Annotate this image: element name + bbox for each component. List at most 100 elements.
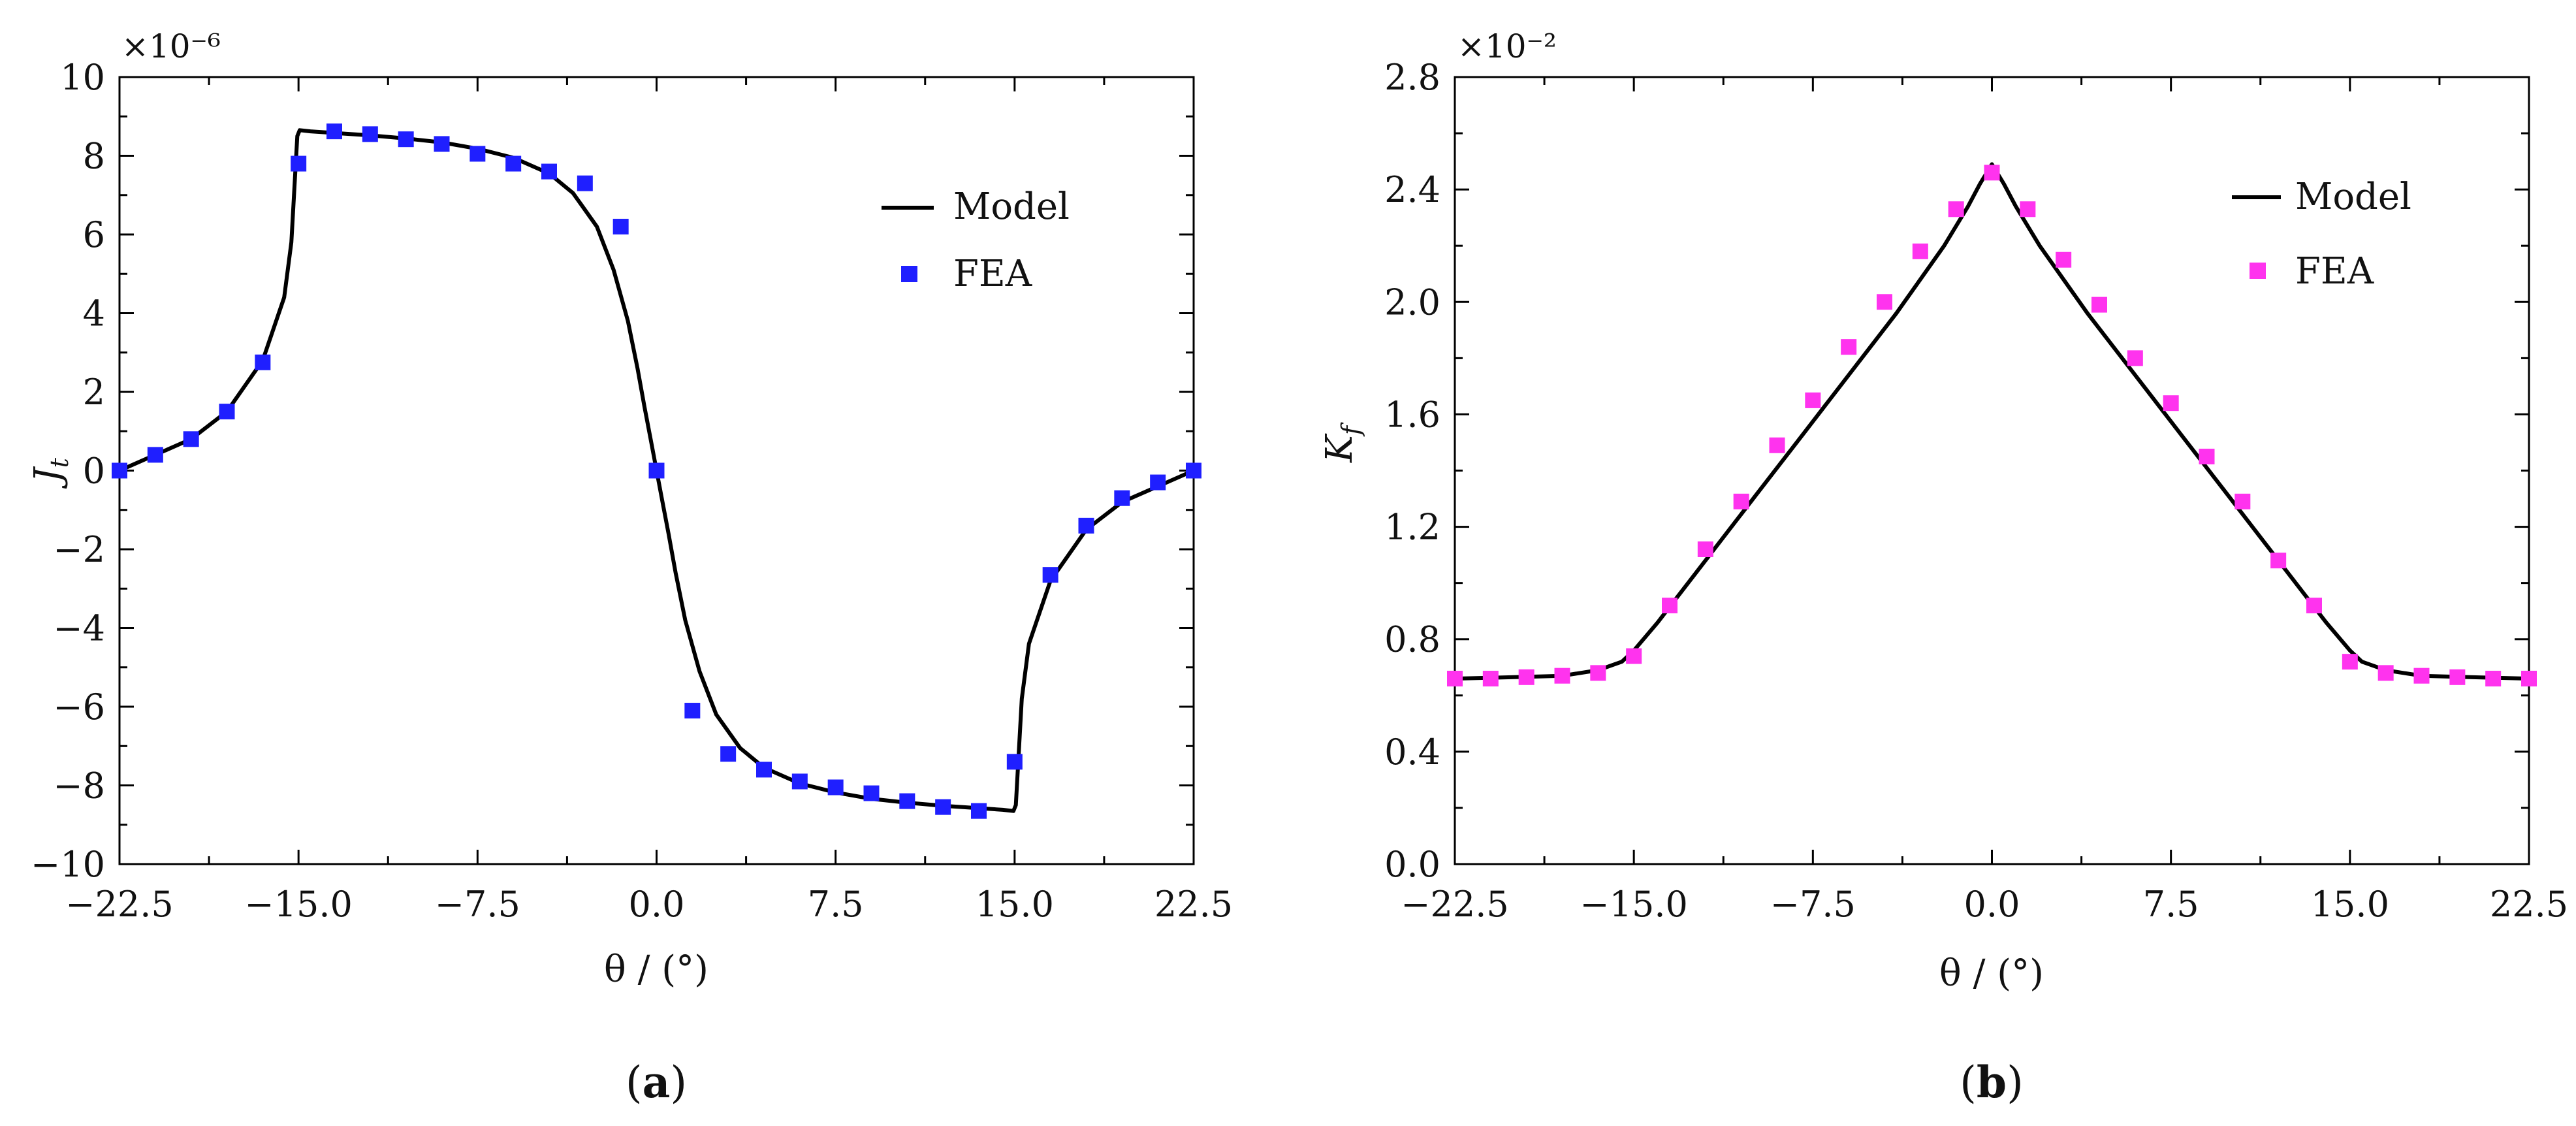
fea-point: [827, 779, 844, 796]
y-tick-label: 1.6: [1384, 394, 1440, 435]
fea-point: [2163, 395, 2179, 411]
panel-label-a: (a): [626, 1057, 687, 1108]
model-line: [1454, 162, 2530, 681]
fea-point: [362, 126, 378, 142]
fea-point: [2020, 201, 2036, 217]
y-tick-label: 0.0: [1384, 844, 1440, 885]
fea-point: [2199, 448, 2215, 464]
legend-b: Model FEA: [2232, 176, 2411, 293]
y-tick-label: 2: [83, 372, 105, 413]
fea-point: [1186, 462, 1201, 479]
x-axis-title-a: θ / (°): [604, 948, 708, 991]
legend-fea-label-a: FEA: [953, 253, 1032, 295]
y-tick-label: 4: [83, 293, 105, 334]
x-tick-label: 22.5: [2490, 884, 2568, 925]
x-tick-label: −22.5: [1401, 884, 1508, 925]
y-axis-title-sub-a: t: [45, 457, 74, 468]
x-tick-label: 0.0: [1964, 884, 2020, 925]
y-tick-labels-b: 0.0 0.4 0.8 1.2 1.6 2.0 2.4 2.8: [1384, 57, 1440, 885]
fea-point: [1150, 474, 1166, 491]
fea-point: [720, 746, 737, 762]
fea-point: [1697, 541, 1713, 557]
y-multiplier-a: ×10⁻⁶: [121, 27, 221, 65]
fea-point: [2056, 251, 2072, 268]
fea-point: [612, 218, 629, 234]
fea-point: [1626, 648, 1642, 664]
fea-point: [2485, 670, 2502, 686]
fea-point: [2127, 350, 2143, 366]
y-axis-title-sub-b: f: [1337, 422, 1365, 437]
fea-point: [935, 799, 951, 815]
fea-point: [1114, 490, 1130, 506]
y-tick-label: −4: [53, 608, 105, 649]
panel-label-b-letter: b: [1977, 1057, 2007, 1108]
fea-point: [2270, 553, 2287, 569]
x-axis-title-b: θ / (°): [1939, 952, 2044, 995]
y-tick-label: 8: [83, 136, 105, 177]
fea-point: [756, 762, 772, 778]
fea-point: [1006, 754, 1023, 770]
series-points-b: [1447, 165, 2537, 686]
fea-point: [1078, 517, 1094, 534]
y-tick-label: −10: [31, 844, 105, 885]
y-tick-label: 2.4: [1384, 169, 1440, 210]
y-tick-label: 10: [60, 57, 105, 98]
legend-fea-label-b: FEA: [2295, 250, 2374, 293]
fea-point: [2234, 493, 2251, 509]
y-tick-label: 0: [83, 451, 105, 492]
x-tick-label: −15.0: [244, 884, 352, 925]
fea-point: [899, 793, 915, 809]
fea-point: [1805, 392, 1821, 408]
y-axis-title-a: Jt: [27, 457, 74, 489]
fea-point: [1948, 201, 1964, 217]
y-tick-label: −2: [53, 529, 105, 570]
fea-point: [183, 431, 199, 447]
y-tick-label: 1.2: [1384, 507, 1440, 548]
fea-point: [1984, 165, 2000, 181]
fea-point: [1769, 437, 1785, 453]
fea-point: [2449, 669, 2466, 685]
fea-point: [505, 155, 522, 172]
y-tick-label: 2.0: [1384, 282, 1440, 323]
fea-point: [2306, 598, 2322, 614]
axis-ticks-a: [118, 76, 1195, 865]
y-multiplier-b: ×10⁻²: [1457, 27, 1557, 65]
y-axis-title-main-a: J: [27, 466, 69, 489]
panel-label-a-letter: a: [643, 1057, 671, 1108]
x-tick-label: 22.5: [1154, 884, 1233, 925]
x-tick-label: 7.5: [2143, 884, 2199, 925]
fea-point: [1042, 567, 1058, 583]
panel-b: −22.5 −15.0 −7.5 0.0 7.5 15.0 22.5 0.0 0.4 0.8 1.…: [1318, 27, 2568, 1108]
fea-point: [398, 131, 414, 148]
x-tick-label: 0.0: [629, 884, 685, 925]
fea-point: [2521, 670, 2537, 686]
fea-point: [577, 175, 593, 191]
fea-point: [791, 773, 808, 790]
fea-point: [1518, 669, 1534, 685]
fea-point: [1662, 598, 1678, 614]
fea-point: [469, 146, 486, 162]
fea-point: [1554, 668, 1570, 684]
legend-model-label-a: Model: [953, 185, 1070, 228]
x-tick-label: −7.5: [435, 884, 520, 925]
y-tick-labels-a: −10 −8 −6 −4 −2 0 2 4 6 8 10: [31, 57, 105, 885]
fea-point: [648, 462, 665, 479]
fea-point: [2091, 297, 2107, 313]
legend-model-label-b: Model: [2295, 176, 2411, 218]
series-points-a: [112, 123, 1201, 819]
y-axis-title-b: Kf: [1318, 422, 1365, 463]
fea-point: [434, 136, 450, 152]
fea-point: [291, 155, 307, 172]
panel-label-b: (b): [1960, 1057, 2024, 1108]
y-tick-label: 6: [83, 214, 105, 255]
x-tick-labels-a: −22.5 −15.0 −7.5 0.0 7.5 15.0 22.5: [65, 884, 1233, 925]
series-lines-b: [1454, 162, 2530, 681]
legend-a: Model FEA: [882, 185, 1070, 295]
y-tick-label: −6: [53, 686, 105, 728]
fea-point: [541, 163, 557, 180]
fea-point: [326, 123, 342, 140]
legend-fea-marker-b: [2250, 263, 2266, 279]
axis-ticks-b: [1454, 76, 2530, 865]
x-tick-label: 15.0: [2311, 884, 2389, 925]
x-tick-labels-b: −22.5 −15.0 −7.5 0.0 7.5 15.0 22.5: [1401, 884, 2568, 925]
